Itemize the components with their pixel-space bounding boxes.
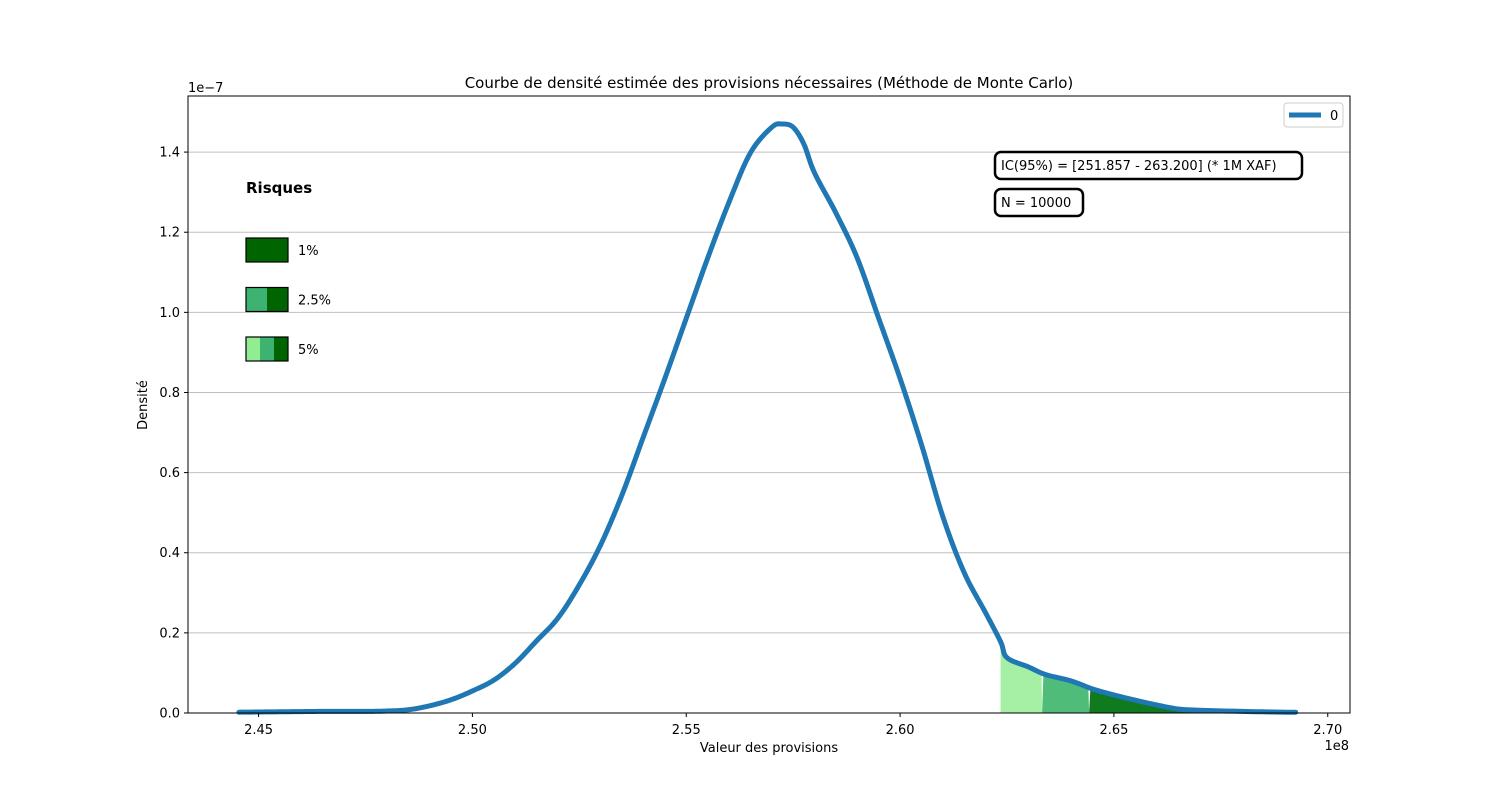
density-series <box>236 121 1299 715</box>
annotation-ci-box <box>993 150 1304 181</box>
risk-legend-swatch-border <box>245 237 289 263</box>
x-tick-label: 2.55 <box>672 723 701 738</box>
risk-legend-title: Risques <box>246 179 312 197</box>
series-legend-label: 0 <box>1330 109 1338 124</box>
risk-legend-label: 1% <box>298 244 319 259</box>
y-tick-label: 0.0 <box>159 707 180 722</box>
x-tick-label: 2.60 <box>886 723 915 738</box>
x-tick-label: 2.70 <box>1313 723 1342 738</box>
risk-legend-swatch-part <box>246 287 267 312</box>
risk-legend-swatch-part <box>246 238 288 262</box>
annotation-n: N = 10000 <box>993 187 1085 218</box>
x-tick-label: 2.50 <box>458 723 487 738</box>
risk-area-1% <box>1089 688 1296 713</box>
risk-legend-swatch-part <box>274 337 288 361</box>
annotation-ci: IC(95%) = [251.857 - 263.200] (* 1M XAF) <box>993 150 1304 181</box>
risk-legend-label: 5% <box>298 343 319 358</box>
risk-legend-item: 2.5% <box>245 286 331 313</box>
annotation-n-box <box>993 187 1085 218</box>
y-multiplier-label: 1e−7 <box>188 81 223 96</box>
y-tick-label: 0.2 <box>159 626 180 641</box>
risk-legend: Risques 1% 2.5% 5% <box>245 179 331 362</box>
risk-legend-swatch-part <box>267 287 288 312</box>
y-tick-label: 0.8 <box>159 386 180 401</box>
risk-legend-item: 5% <box>245 336 319 362</box>
risk-legend-label: 2.5% <box>298 294 331 309</box>
y-axis: 0.0 0.2 0.4 0.6 0.8 1.0 1.2 1.4 <box>159 146 188 722</box>
y-tick-label: 0.4 <box>159 546 180 561</box>
annotation-n-text: N = 10000 <box>1001 196 1071 211</box>
density-line <box>236 121 1299 715</box>
x-axis: 2.45 2.50 2.55 2.60 2.65 2.70 <box>244 713 1342 738</box>
risk-legend-swatch-part <box>260 337 274 361</box>
risk-legend-swatch-border <box>245 336 289 362</box>
risk-legend-item: 1% <box>245 237 319 263</box>
y-tick-label: 1.2 <box>159 226 180 241</box>
x-axis-label: Valeur des provisions <box>700 741 838 756</box>
plot-frame <box>187 95 1351 714</box>
annotation-ci-text: IC(95%) = [251.857 - 263.200] (* 1M XAF) <box>1001 159 1277 174</box>
risk-legend-swatch-border <box>245 286 289 313</box>
y-gridlines <box>188 151 1350 634</box>
risk-area-5% <box>1000 641 1043 713</box>
x-tick-label: 2.65 <box>1099 723 1128 738</box>
chart-title: Courbe de densité estimée des provisions… <box>465 74 1074 92</box>
x-multiplier-label: 1e8 <box>1324 739 1349 754</box>
series-legend: 0 <box>1283 102 1344 128</box>
y-tick-label: 1.0 <box>159 306 180 321</box>
y-tick-label: 1.4 <box>159 146 180 161</box>
y-tick-label: 0.6 <box>159 466 180 481</box>
y-axis-label: Densité <box>136 380 151 430</box>
risk-legend-swatch-part <box>246 337 260 361</box>
x-tick-label: 2.45 <box>244 723 273 738</box>
